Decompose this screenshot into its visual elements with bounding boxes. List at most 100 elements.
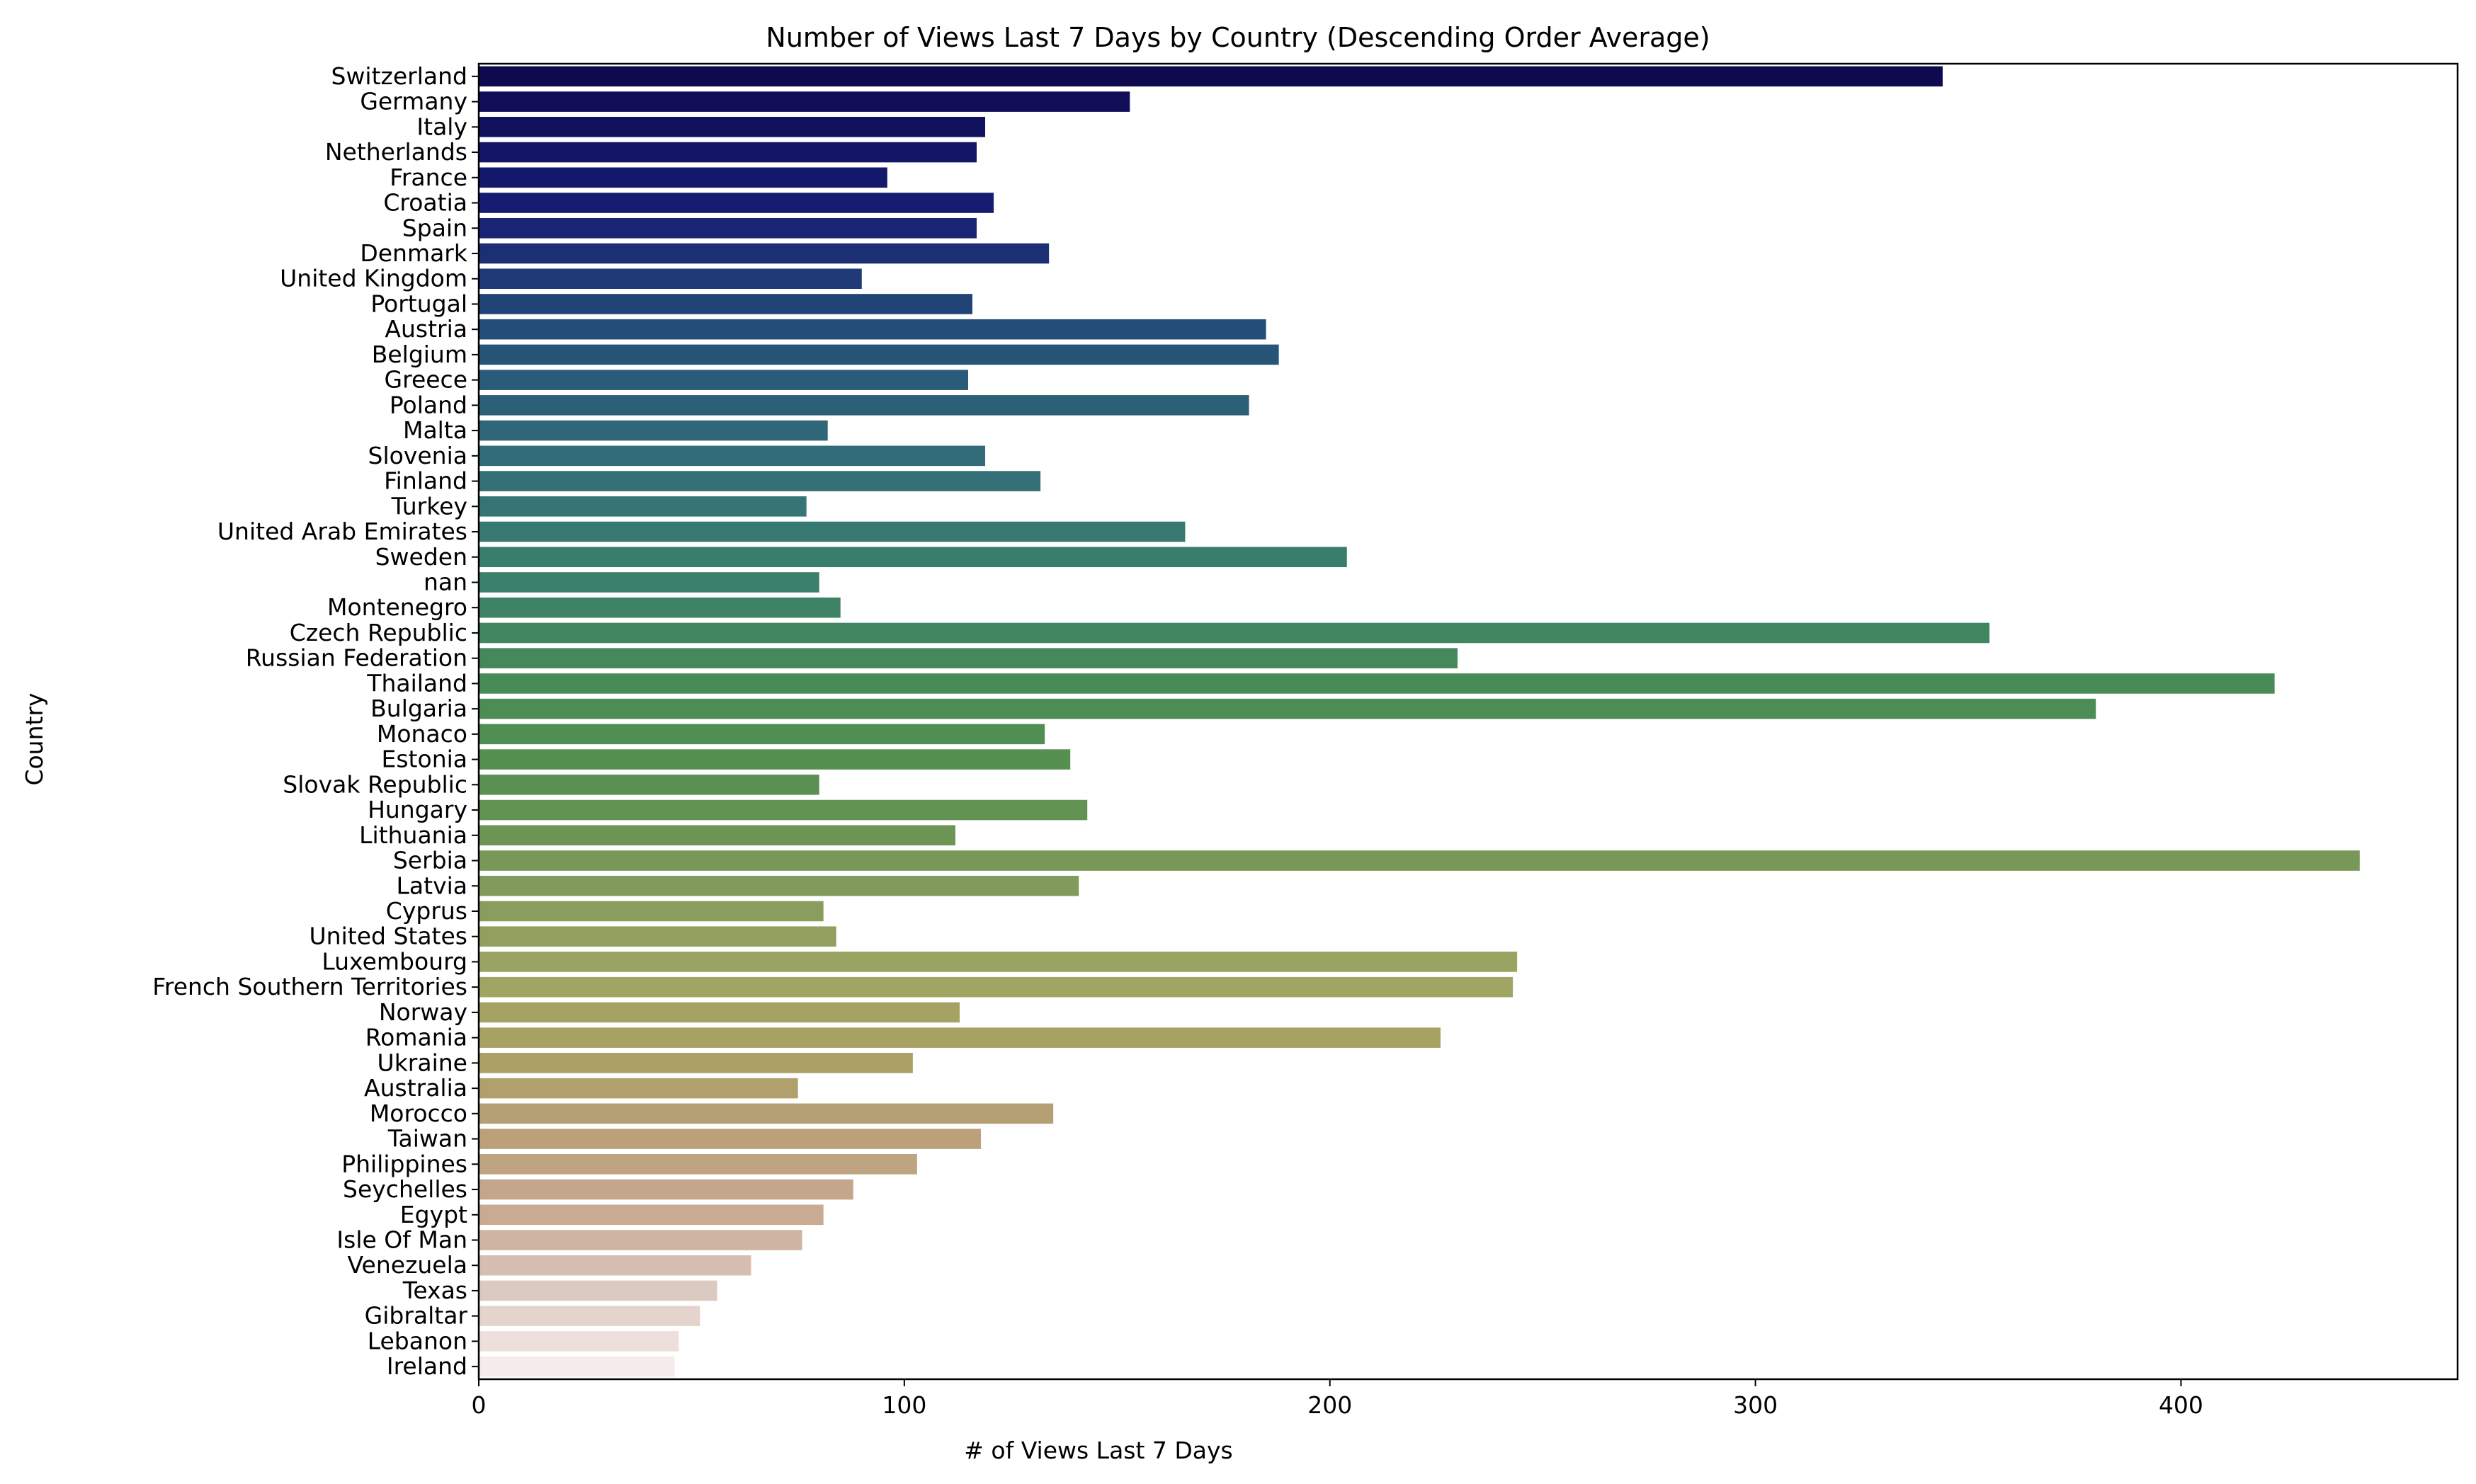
bar-estonia	[479, 749, 1071, 770]
y-tick-label: Poland	[390, 391, 467, 418]
x-axis-ticks: 0 100 200 300 400	[472, 1379, 2203, 1419]
bar-italy	[479, 117, 986, 137]
bar-norway	[479, 1002, 960, 1023]
y-tick-label: Montenegro	[327, 593, 467, 621]
y-tick-label: Slovenia	[368, 442, 467, 469]
bar-egypt	[479, 1204, 824, 1226]
bar-taiwan	[479, 1129, 982, 1149]
x-axis-label: # of Views Last 7 Days	[964, 1437, 1233, 1464]
y-tick-label: Lithuania	[359, 821, 467, 849]
bar-portugal	[479, 294, 972, 314]
bar-montenegro	[479, 597, 841, 618]
x-tick-label: 200	[1307, 1391, 1352, 1419]
x-tick-label: 400	[2159, 1391, 2203, 1419]
y-tick-label: Spain	[402, 214, 467, 241]
y-tick-label: Belgium	[372, 341, 467, 368]
bar-czech-republic	[479, 622, 1990, 644]
bar-ukraine	[479, 1053, 913, 1073]
bar-united-states	[479, 926, 836, 947]
y-tick-label: Malta	[403, 416, 467, 444]
bar-philippines	[479, 1153, 917, 1175]
y-tick-label: United Kingdom	[280, 265, 467, 292]
y-tick-label: Romania	[365, 1024, 467, 1051]
y-tick-label: Taiwan	[387, 1125, 467, 1153]
y-tick-label: Seychelles	[343, 1175, 467, 1203]
bar-netherlands	[479, 142, 977, 163]
bar-texas	[479, 1280, 717, 1301]
plot-frame	[477, 62, 2459, 1381]
y-axis-label: Country	[21, 692, 48, 785]
bar-luxembourg	[479, 952, 1518, 972]
bar-monaco	[479, 724, 1045, 745]
bar-thailand	[479, 673, 2275, 694]
y-tick-label: Turkey	[391, 492, 467, 520]
bar-hungary	[479, 799, 1088, 821]
bar-belgium	[479, 344, 1279, 365]
bar-morocco	[479, 1103, 1054, 1124]
bar-french-southern-territories	[479, 976, 1514, 998]
y-tick-label: Lebanon	[368, 1327, 467, 1354]
y-tick-label: Bulgaria	[370, 695, 467, 722]
y-tick-label: Morocco	[370, 1100, 467, 1127]
bar-switzerland	[479, 66, 1943, 87]
bar-germany	[479, 91, 1130, 112]
bar-spain	[479, 217, 977, 239]
bar-sweden	[479, 547, 1347, 568]
y-tick-label: Australia	[364, 1074, 467, 1102]
y-tick-label: Estonia	[382, 746, 467, 773]
y-tick-label: Finland	[384, 467, 467, 495]
bar-denmark	[479, 243, 1050, 264]
bar-lebanon	[479, 1331, 679, 1352]
y-tick-label: Switzerland	[331, 62, 468, 90]
y-tick-label: Egypt	[400, 1201, 467, 1228]
y-tick-label: Monaco	[377, 720, 467, 748]
bar-malta	[479, 420, 828, 441]
chart-title: Number of Views Last 7 Days by Country (…	[766, 22, 1710, 53]
bar-ireland	[479, 1356, 675, 1377]
y-tick-label: Texas	[402, 1277, 467, 1304]
y-tick-label: Hungary	[368, 796, 467, 823]
bar-australia	[479, 1078, 798, 1099]
bar-isle-of-man	[479, 1230, 802, 1250]
y-tick-label: Italy	[416, 113, 467, 140]
y-tick-label: French Southern Territories	[152, 973, 467, 1000]
bar-cyprus	[479, 901, 824, 922]
y-tick-label: Latvia	[397, 872, 467, 899]
bar-slovenia	[479, 445, 986, 467]
bar-united-arab-emirates	[479, 521, 1186, 542]
bars-group	[479, 66, 2360, 1377]
bar-austria	[479, 319, 1266, 340]
y-tick-label: Czech Republic	[290, 619, 467, 646]
y-tick-label: France	[390, 164, 467, 191]
bar-serbia	[479, 850, 2360, 871]
bar-croatia	[479, 193, 994, 213]
y-tick-label: Portugal	[370, 290, 467, 317]
y-tick-label: Thailand	[366, 669, 467, 697]
y-axis-ticks: SwitzerlandGermanyItalyNetherlandsFrance…	[152, 62, 479, 1380]
bar-finland	[479, 471, 1041, 491]
bar-greece	[479, 370, 968, 390]
y-tick-label: United States	[310, 923, 467, 950]
x-tick-label: 100	[882, 1391, 926, 1419]
y-tick-label: Croatia	[383, 189, 467, 217]
y-tick-label: Ukraine	[377, 1049, 467, 1076]
y-tick-label: Sweden	[375, 543, 467, 571]
y-tick-label: nan	[424, 568, 467, 595]
bar-france	[479, 167, 887, 188]
y-tick-label: Russian Federation	[246, 644, 467, 672]
y-tick-label: Isle Of Man	[336, 1226, 467, 1253]
bar-slovak-republic	[479, 775, 819, 795]
x-tick-label: 0	[472, 1391, 487, 1419]
y-tick-label: Ireland	[387, 1352, 467, 1380]
y-tick-label: Germany	[360, 88, 467, 115]
y-tick-label: Greece	[385, 366, 467, 394]
y-tick-label: Austria	[385, 315, 467, 343]
x-tick-label: 300	[1733, 1391, 1778, 1419]
y-tick-label: Gibraltar	[365, 1302, 468, 1330]
bar-romania	[479, 1027, 1441, 1048]
bar-turkey	[479, 496, 807, 517]
bar-gibraltar	[479, 1306, 700, 1326]
y-tick-label: Serbia	[393, 847, 467, 874]
bar-seychelles	[479, 1179, 853, 1200]
